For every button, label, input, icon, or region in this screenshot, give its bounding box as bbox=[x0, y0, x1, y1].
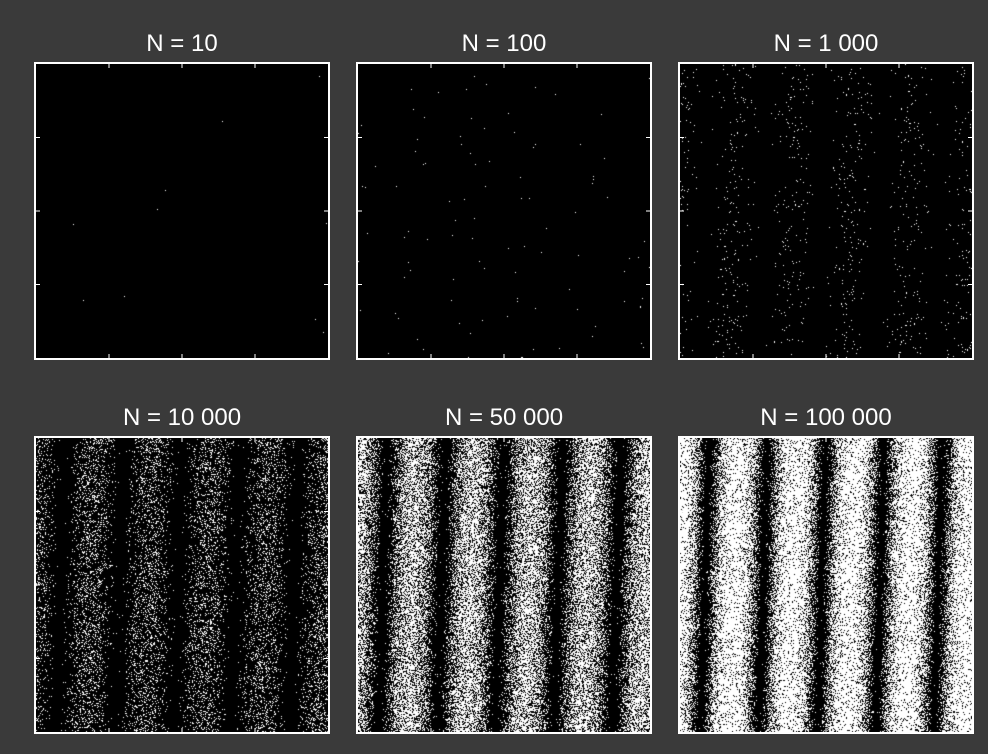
axis-ticks-5 bbox=[358, 438, 650, 732]
point-cloud-4 bbox=[36, 438, 328, 732]
plot-panel-6 bbox=[678, 436, 974, 734]
axis-ticks-4 bbox=[36, 438, 328, 732]
plot-panel-3 bbox=[678, 62, 974, 360]
axis-ticks-2 bbox=[358, 64, 650, 358]
panel-title-4: N = 10 000 bbox=[122, 404, 242, 431]
panel-title-1: N = 10 bbox=[146, 30, 218, 57]
plot-panel-1 bbox=[34, 62, 330, 360]
axis-ticks-3 bbox=[680, 64, 972, 358]
panel-title-5: N = 50 000 bbox=[444, 404, 564, 431]
point-cloud-2 bbox=[358, 64, 650, 358]
plot-panel-4 bbox=[34, 436, 330, 734]
point-cloud-1 bbox=[36, 64, 328, 358]
panel-title-6: N = 100 000 bbox=[760, 404, 892, 431]
axis-ticks-1 bbox=[36, 64, 328, 358]
panel-title-3: N = 1 000 bbox=[773, 30, 879, 57]
panel-title-2: N = 100 bbox=[461, 30, 547, 57]
point-cloud-5 bbox=[358, 438, 650, 732]
point-cloud-3 bbox=[680, 64, 972, 358]
plot-panel-5 bbox=[356, 436, 652, 734]
point-cloud-6 bbox=[680, 438, 972, 732]
axis-ticks-6 bbox=[680, 438, 972, 732]
plot-panel-2 bbox=[356, 62, 652, 360]
